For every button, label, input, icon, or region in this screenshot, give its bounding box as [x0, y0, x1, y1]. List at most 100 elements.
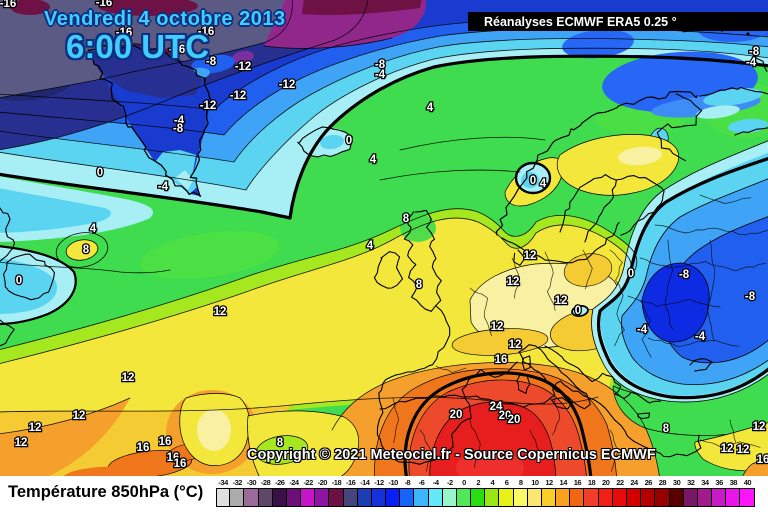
temp-label: 0 [16, 275, 22, 287]
legend-cell: 22 [612, 478, 627, 507]
border-line [639, 299, 652, 358]
map-region [140, 231, 280, 279]
temp-label: 20 [450, 409, 463, 421]
contour-line [0, 38, 768, 163]
legend-tick: 32 [687, 478, 695, 487]
border-line [639, 257, 767, 272]
legend-swatch [357, 488, 372, 507]
border-line [654, 224, 768, 236]
legend-tick: 2 [476, 478, 481, 487]
border-line [609, 249, 625, 347]
legend-tick: 4 [490, 478, 495, 487]
map-region [197, 409, 231, 451]
legend-swatch [556, 488, 571, 507]
legend-tick: -14 [360, 478, 370, 487]
legend-swatch [272, 488, 287, 507]
legend-cell: 10 [527, 478, 542, 507]
temp-label: 20 [508, 414, 521, 426]
legend-tick: -34 [218, 478, 228, 487]
temp-label: 4 [427, 102, 434, 114]
temp-label: -4 [637, 324, 648, 336]
border-line [627, 295, 721, 308]
legend: Température 850hPa (°C) -34 -32 -30 -28 -26-… [0, 476, 768, 512]
legend-swatch [244, 488, 259, 507]
coastline [3, 253, 55, 301]
temp-label: 12 [73, 410, 86, 422]
legend-swatch [400, 488, 415, 507]
map-region [571, 304, 589, 318]
temp-label: 12 [555, 295, 568, 307]
map-region [10, 0, 50, 15]
legend-swatch [343, 488, 358, 507]
legend-cell: 36 [712, 478, 727, 507]
legend-tick: 38 [729, 478, 738, 487]
legend-tick: -30 [246, 478, 257, 487]
legend-tick: 0 [462, 478, 466, 487]
coastline [501, 221, 620, 264]
legend-swatch [584, 488, 599, 507]
legend-cell: 18 [584, 478, 599, 507]
legend-cell: -12 [371, 478, 387, 507]
temp-label: 12 [753, 421, 766, 433]
legend-tick: 24 [630, 478, 638, 487]
temp-label: -4 [174, 115, 185, 127]
legend-tick: 16 [573, 478, 582, 487]
legend-swatch [598, 488, 613, 507]
coastline [559, 174, 617, 243]
legend-swatch [641, 488, 656, 507]
legend-swatch [386, 488, 401, 507]
border-line [529, 429, 540, 453]
contour-line [379, 169, 521, 181]
border-line [392, 397, 400, 443]
legend-swatch [216, 488, 231, 507]
legend-tick: 30 [672, 478, 681, 487]
legend-tick: -2 [447, 478, 453, 487]
map-region [255, 435, 309, 465]
temp-label: 8 [277, 437, 284, 449]
coastline [544, 345, 662, 404]
temp-label: 12 [491, 321, 504, 333]
time-label: 6:00 UTC [66, 28, 210, 65]
coastline [297, 126, 353, 158]
temp-label: -12 [200, 100, 217, 112]
coastline [376, 305, 518, 465]
legend-cell: 8 [513, 478, 528, 507]
temp-label: 0 [530, 175, 536, 187]
temp-label: -16 [169, 44, 186, 56]
temp-label: 4 [540, 178, 547, 190]
legend-tick: -16 [345, 478, 356, 487]
coastline [0, 207, 16, 262]
contour-line [399, 136, 546, 151]
legend-swatch [456, 488, 472, 507]
temp-label: 0 [346, 135, 352, 147]
legend-colorbar: -34 -32 -30 -28 -26 -24 -22 -20 -18 -16 -14 -12 -10-… [216, 478, 755, 507]
legend-swatch [329, 488, 344, 507]
legend-swatch [485, 488, 500, 507]
legend-cell: 6 [499, 478, 514, 507]
legend-swatch [683, 488, 698, 507]
legend-cell: 16 [570, 478, 585, 507]
temp-label: 8 [416, 279, 423, 291]
coastline [87, 44, 214, 197]
border-line [582, 249, 593, 290]
border-line [664, 239, 674, 330]
legend-swatch [740, 488, 755, 507]
coastline [495, 90, 698, 236]
contour-line [0, 396, 599, 413]
legend-cell: -28 [258, 478, 273, 507]
temp-label: -4 [746, 57, 757, 69]
contour-line [0, 0, 369, 151]
legend-swatch [626, 488, 642, 507]
legend-tick: 28 [658, 478, 667, 487]
temp-label: 16 [174, 458, 187, 470]
coastline [689, 358, 713, 372]
legend-tick: -12 [374, 478, 384, 487]
legend-swatch [655, 488, 670, 507]
legend-tick: -8 [404, 478, 411, 487]
temp-label: 8 [663, 423, 670, 435]
thick-contours-layer [0, 54, 768, 480]
legend-cell: 28 [655, 478, 670, 507]
legend-cell: -10 [386, 478, 401, 507]
border-line [435, 365, 467, 373]
